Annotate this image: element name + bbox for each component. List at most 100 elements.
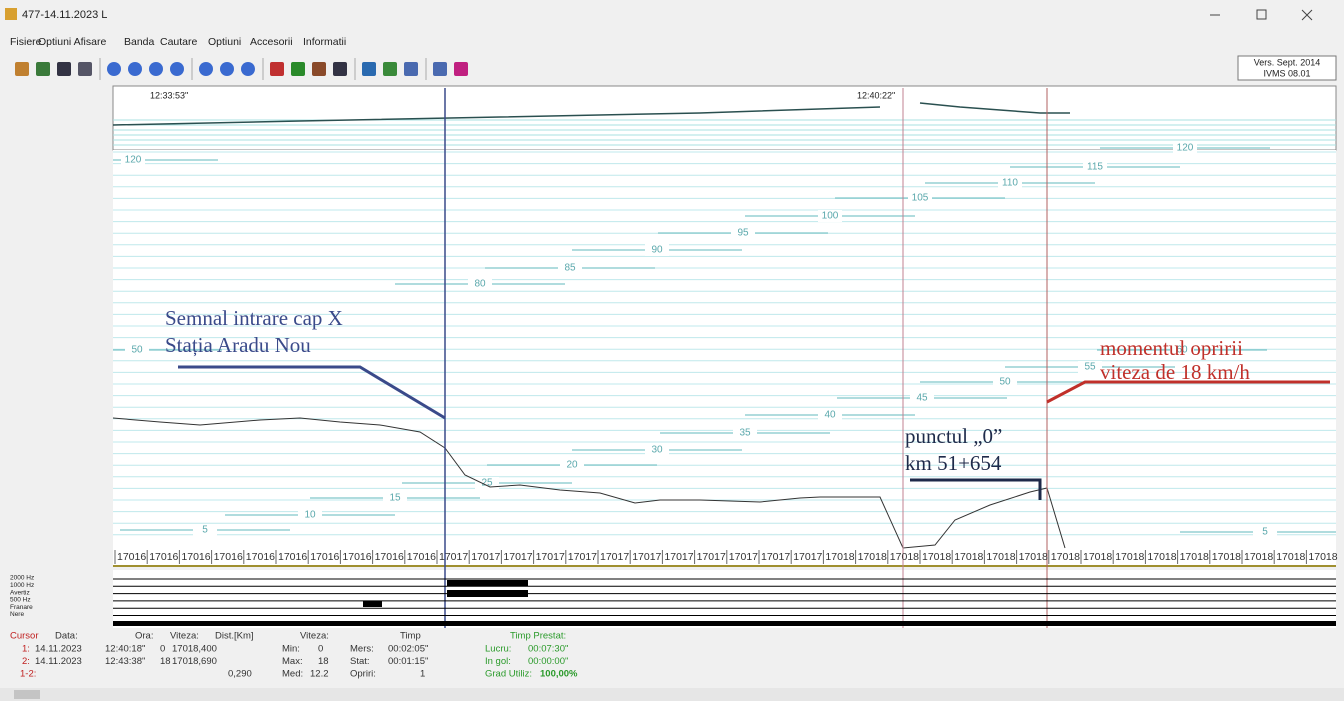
status-cell: Grad Utiliz:	[485, 669, 532, 680]
toolbar-button[interactable]	[362, 62, 376, 76]
km-label: 17017	[761, 551, 790, 563]
km-label: 17018	[890, 551, 919, 563]
status-cell: 18	[318, 656, 329, 667]
scrollbar[interactable]	[0, 688, 1344, 701]
label-bg	[818, 409, 842, 421]
maximize-button[interactable]	[1256, 9, 1267, 20]
toolbar-button[interactable]	[220, 62, 234, 76]
km-label: 17016	[278, 551, 307, 563]
toolbar-button[interactable]	[128, 62, 142, 76]
top-curve	[919, 102, 1070, 114]
km-label: 17018	[1083, 551, 1112, 563]
status-cell: 12.2	[310, 669, 329, 680]
speed-label: 55	[1084, 362, 1096, 373]
menu-item[interactable]: Optiuni Afisare	[38, 36, 106, 48]
annotation: viteza de 18 km/h	[1100, 360, 1250, 384]
status-header: Timp Prestat:	[510, 631, 566, 642]
toolbar-button[interactable]	[333, 62, 347, 76]
speed-label: 50	[131, 345, 143, 356]
time-label: 12:33:53"	[150, 90, 188, 100]
km-label: 17018	[1019, 551, 1048, 563]
status-cell: 1:	[22, 644, 30, 655]
speed-label: 30	[651, 445, 663, 456]
speed-label: 80	[474, 279, 486, 290]
km-label: 17016	[117, 551, 146, 563]
km-label: 17018	[1147, 551, 1176, 563]
label-bg	[475, 477, 499, 489]
label-bg	[1173, 142, 1197, 154]
toolbar-button[interactable]	[36, 62, 50, 76]
toolbar-button[interactable]	[433, 62, 447, 76]
km-label: 17017	[439, 551, 468, 563]
label-bg	[560, 459, 584, 471]
toolbar-button[interactable]	[57, 62, 71, 76]
toolbar-button[interactable]	[270, 62, 284, 76]
status-cell: In gol:	[485, 656, 511, 667]
close-button[interactable]	[1301, 9, 1313, 21]
menu-item[interactable]: Cautare	[160, 36, 198, 48]
menu-item[interactable]: Banda	[124, 36, 155, 48]
status-header: Ora:	[135, 631, 153, 642]
km-label: 17017	[503, 551, 532, 563]
toolbar-button[interactable]	[454, 62, 468, 76]
status-header: Cursor	[10, 631, 39, 642]
status-cell: 0	[318, 644, 323, 655]
label-bg	[818, 210, 842, 222]
status-header: Viteza:	[300, 631, 329, 642]
signal-label: 1000 Hz	[10, 582, 34, 589]
km-label: 17017	[729, 551, 758, 563]
label-bg	[468, 278, 492, 290]
time-label: 12:40:22"	[857, 90, 895, 100]
speed-label: 50	[999, 377, 1011, 388]
scroll-thumb[interactable]	[14, 690, 40, 699]
toolbar-button[interactable]	[383, 62, 397, 76]
toolbar-button[interactable]	[170, 62, 184, 76]
toolbar-button[interactable]	[312, 62, 326, 76]
toolbar-button[interactable]	[404, 62, 418, 76]
annotation: Stația Aradu Nou	[165, 333, 311, 357]
menu-item[interactable]: Fisiere	[10, 36, 42, 48]
toolbar-button[interactable]	[199, 62, 213, 76]
toolbar-button[interactable]	[241, 62, 255, 76]
status-cell: 00:00:00"	[528, 656, 568, 667]
status-cell: 14.11.2023	[35, 656, 82, 667]
signal-bar	[447, 580, 528, 586]
toolbar-button[interactable]	[15, 62, 29, 76]
label-bg	[645, 244, 669, 256]
label-bg	[1253, 526, 1277, 538]
status-cell: Max:	[282, 656, 303, 667]
label-bg	[383, 492, 407, 504]
status-cell: 17018,400	[172, 644, 217, 655]
annotation-pointer	[1046, 380, 1330, 404]
label-bg	[125, 344, 149, 356]
label-bg	[645, 444, 669, 456]
status-cell: 17018,690	[172, 656, 217, 667]
version-text: Vers. Sept. 2014	[1254, 57, 1321, 67]
label-bg	[1078, 361, 1102, 373]
status-cell: Lucru:	[485, 644, 511, 655]
toolbar-button[interactable]	[291, 62, 305, 76]
label-bg	[1083, 161, 1107, 173]
km-axis	[113, 548, 1336, 566]
menu-item[interactable]: Informatii	[303, 36, 346, 48]
menu-item[interactable]: Optiuni	[208, 36, 241, 48]
km-label: 17018	[858, 551, 887, 563]
km-label: 17017	[536, 551, 565, 563]
signal-label: 500 Hz	[10, 597, 31, 604]
toolbar-button[interactable]	[78, 62, 92, 76]
label-bg	[731, 227, 755, 239]
speed-label: 95	[737, 228, 749, 239]
speed-labels: 120 50 5 10 15 25 20 30 35 40 45 50 55 60 80 85 90 95 100 1…	[113, 142, 1336, 538]
status-header: Data:	[55, 631, 78, 642]
version-text: IVMS 08.01	[1263, 68, 1310, 78]
signal-bar	[363, 601, 382, 607]
toolbar-button[interactable]	[107, 62, 121, 76]
km-label: 17018	[954, 551, 983, 563]
status-cell: 1-2:	[20, 669, 36, 680]
status-cell: Opriri:	[350, 669, 376, 680]
km-label: 17016	[375, 551, 404, 563]
km-label: 17017	[664, 551, 693, 563]
toolbar-button[interactable]	[149, 62, 163, 76]
speed-label: 45	[916, 393, 928, 404]
menu-item[interactable]: Accesorii	[250, 36, 293, 48]
